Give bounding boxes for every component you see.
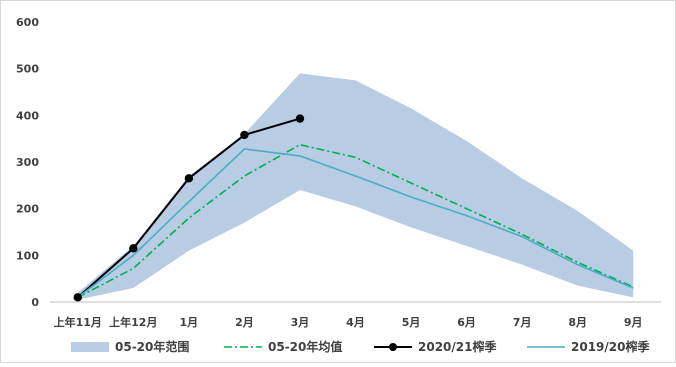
x-tick-label: 2月 [235,316,254,329]
y-tick-label: 100 [16,249,39,262]
x-tick-label: 5月 [402,316,421,329]
legend-label: 2019/20榨季 [571,339,650,354]
x-tick-label: 9月 [624,316,643,329]
data-point-2020-21 [240,130,249,140]
data-point-2020-21 [129,244,138,253]
legend-item: 05-20年均值 [224,339,342,354]
legend-label: 05-20年范围 [115,339,189,354]
x-tick-label: 1月 [180,316,199,329]
range-band-area [77,73,634,300]
legend-label: 2020/21榨季 [418,339,497,354]
legend-label: 05-20年均值 [268,339,342,354]
legend-item: 2020/21榨季 [374,339,497,354]
series-line-2019-20 [77,148,634,298]
legend-swatch-range [71,342,109,352]
x-tick-label: 7月 [513,316,532,329]
legend-marker [389,343,397,351]
y-tick-label: 200 [16,203,39,216]
x-tick-label: 上年11月 [54,315,102,329]
x-tick-label: 上年12月 [109,315,157,329]
legend-item: 2019/20榨季 [527,339,650,354]
y-tick-label: 600 [16,16,39,29]
x-tick-label: 3月 [291,316,310,329]
x-tick-label: 8月 [568,316,587,329]
y-tick-label: 500 [16,63,39,76]
data-point-2020-21 [184,174,194,183]
x-tick-label: 6月 [457,316,476,329]
y-tick-label: 300 [16,156,39,169]
y-tick-label: 0 [31,296,39,309]
series-line-mean [77,143,634,299]
x-tick-label: 4月 [346,316,365,329]
y-tick-label: 400 [16,109,39,122]
legend-item: 05-20年范围 [71,339,189,354]
data-point-2020-21 [73,293,82,302]
data-point-2020-21 [295,114,305,123]
